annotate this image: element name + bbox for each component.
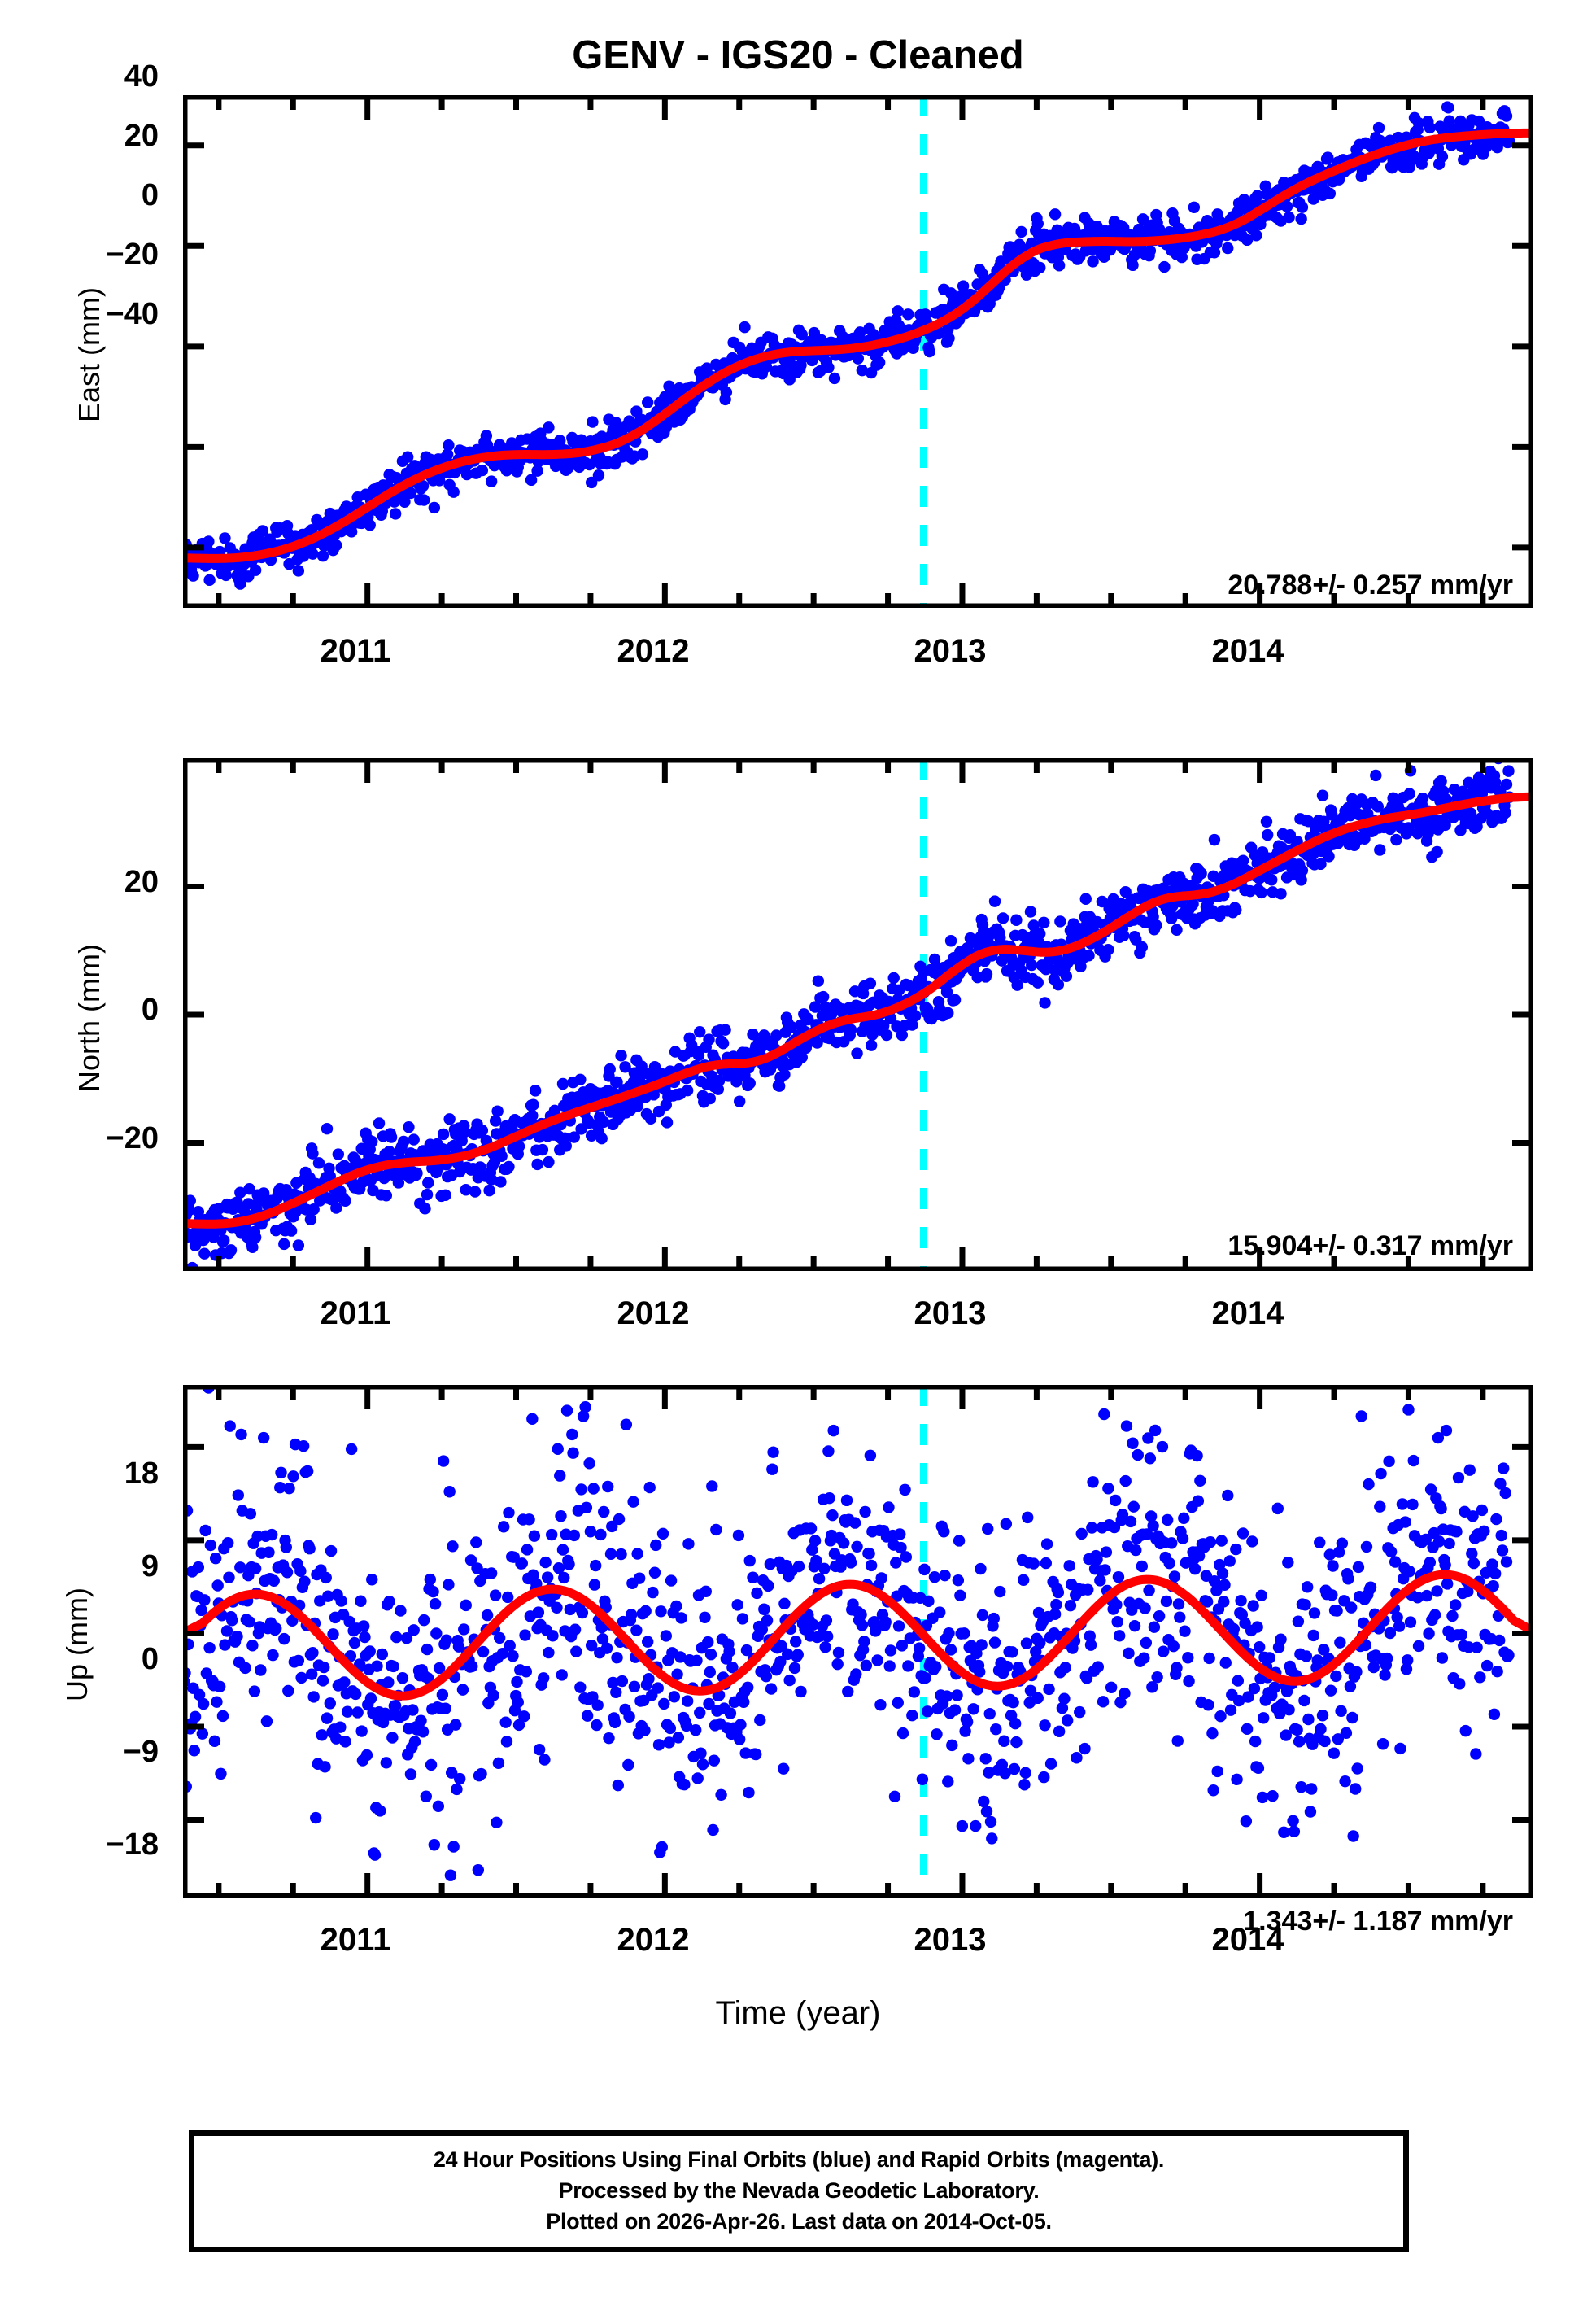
ytick-east-n40: −40 (106, 297, 159, 331)
ytick-east-40: 40 (124, 59, 159, 94)
ytick-up-9: 9 (141, 1549, 159, 1583)
panel-east (183, 95, 1533, 608)
xtick-north-2011: 2011 (320, 1295, 391, 1331)
ytick-up-n9: −9 (123, 1735, 159, 1769)
ytick-north-n20: −20 (106, 1121, 159, 1155)
rate-annotation-north: 15.904+/- 0.317 mm/yr (1228, 1230, 1513, 1261)
panel-north (183, 758, 1533, 1271)
footer-line-3: Plotted on 2026-Apr-26. Last data on 201… (546, 2208, 1052, 2234)
xtick-up-2013: 2013 (914, 1922, 987, 1958)
xtick-east-2014: 2014 (1211, 633, 1284, 669)
footer-note-box: 24 Hour Positions Using Final Orbits (bl… (189, 2130, 1409, 2252)
xtick-up-2011: 2011 (320, 1922, 391, 1958)
ytick-up-0: 0 (141, 1642, 159, 1676)
ytick-east-n20: −20 (106, 238, 159, 272)
rate-annotation-up: 1.343+/- 1.187 mm/yr (1243, 1906, 1513, 1937)
axis-label-time: Time (year) (715, 1995, 881, 2031)
ytick-east-20: 20 (124, 119, 159, 153)
xtick-up-2012: 2012 (617, 1922, 690, 1958)
ytick-north-0: 0 (141, 993, 159, 1027)
ytick-up-18: 18 (124, 1457, 159, 1491)
ytick-up-n18: −18 (106, 1828, 159, 1862)
xtick-east-2011: 2011 (320, 633, 391, 669)
rate-annotation-east: 20.788+/- 0.257 mm/yr (1228, 570, 1513, 601)
panel-up (183, 1385, 1533, 1898)
footer-line-1: 24 Hour Positions Using Final Orbits (bl… (433, 2147, 1165, 2173)
ytick-north-20: 20 (124, 865, 159, 899)
page-title: GENV - IGS20 - Cleaned (572, 33, 1024, 77)
xtick-north-2013: 2013 (914, 1295, 987, 1331)
xtick-up-2014: 2014 (1211, 1922, 1284, 1958)
footer-line-2: Processed by the Nevada Geodetic Laborat… (558, 2178, 1040, 2203)
xtick-north-2012: 2012 (617, 1295, 690, 1331)
xtick-east-2012: 2012 (617, 633, 690, 669)
xtick-east-2013: 2013 (914, 633, 987, 669)
ytick-east-0: 0 (141, 178, 159, 212)
xtick-north-2014: 2014 (1211, 1295, 1284, 1331)
